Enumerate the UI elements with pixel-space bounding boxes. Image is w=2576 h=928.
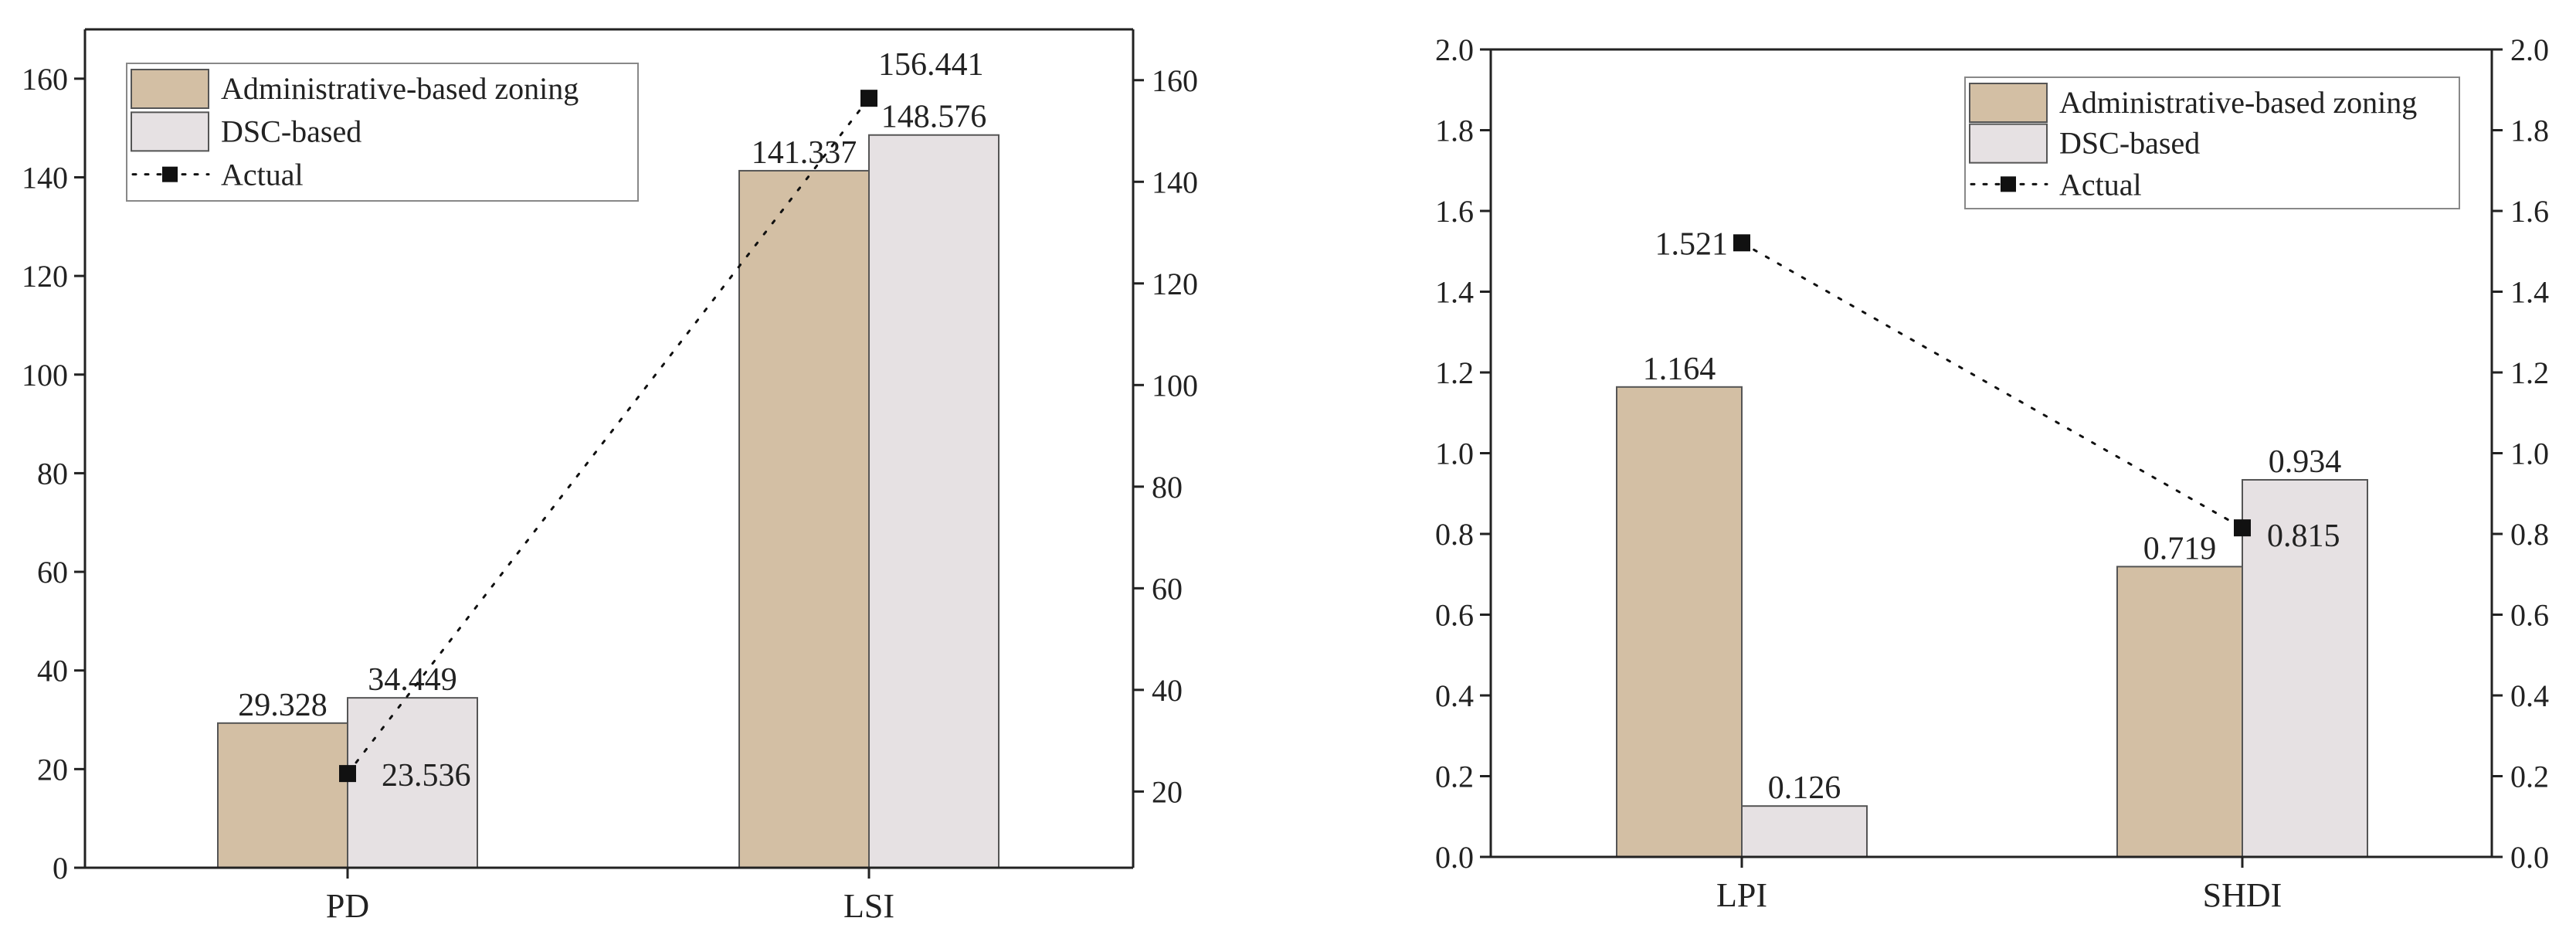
- legend-swatch-admin: [131, 69, 209, 109]
- x-tick-label-lsi: LSI: [843, 887, 894, 925]
- data-label-lsi-dsc: 148.576: [881, 100, 987, 135]
- y-tick-label-right: 0.2: [2510, 760, 2549, 794]
- y-tick-label-right: 1.6: [2510, 194, 2549, 229]
- data-label-pd-dsc: 34.449: [368, 662, 457, 698]
- y-tick-label-right: 1.0: [2510, 437, 2549, 471]
- legend-label-actual: Actual: [221, 158, 304, 192]
- y-tick-label-left: 160: [22, 62, 68, 97]
- data-label-actual-shdi: 0.815: [2267, 518, 2340, 554]
- y-tick-label-right: 1.2: [2510, 355, 2549, 390]
- y-tick-label-right: 80: [1152, 470, 1183, 505]
- y-tick-label-right: 1.4: [2510, 275, 2549, 310]
- y-tick-label-left: 40: [37, 654, 68, 688]
- bar-lpi-dsc: [1741, 805, 1868, 858]
- y-tick-label-right: 60: [1152, 571, 1183, 606]
- bar-lsi-dsc: [868, 134, 1000, 869]
- legend-swatch-actual-marker: [162, 166, 178, 182]
- actual-line: [346, 97, 871, 775]
- legend-swatch-dsc: [131, 111, 209, 152]
- legend-swatch-dsc: [1969, 123, 2048, 164]
- y-tick-label-left: 0.2: [1435, 760, 1474, 794]
- legend-label-admin: Administrative-based zoning: [221, 71, 579, 106]
- bar-pd-admin: [217, 722, 348, 869]
- y-tick-label-left: 0.0: [1435, 840, 1474, 875]
- y-tick-label-left: 0: [53, 851, 68, 886]
- y-tick-label-left: 1.0: [1435, 437, 1474, 471]
- y-tick-label-right: 40: [1152, 673, 1183, 708]
- data-label-actual-lsi: 156.441: [878, 47, 984, 83]
- y-tick-label-left: 140: [22, 160, 68, 195]
- data-label-actual-lpi: 1.521: [1655, 226, 1729, 262]
- y-tick-label-right: 0.6: [2510, 598, 2549, 633]
- chart-left: 0 20 40 60 80 100 120 140 160 20 40 60 80 100 120 140 16…: [22, 28, 1198, 925]
- data-label-lpi-dsc: 0.126: [1768, 770, 1841, 806]
- bar-lsi-admin: [738, 169, 870, 869]
- y-tick-label-left: 1.2: [1435, 355, 1474, 390]
- chart-right: 0.0 0.2 0.4 0.6 0.8 1.0 1.2 1.4 1.6 1.8 2.0 0.0 0.2 0…: [1435, 32, 2549, 914]
- y-tick-label-left: 20: [37, 752, 68, 787]
- y-tick-label-left: 1.6: [1435, 194, 1474, 229]
- actual-point-lpi: [1733, 234, 1750, 252]
- actual-point-shdi: [2234, 519, 2251, 537]
- actual-point-pd: [339, 765, 356, 783]
- data-label-pd-admin: 29.328: [238, 688, 328, 723]
- data-label-lsi-admin: 141.337: [752, 135, 857, 171]
- actual-point-lsi: [860, 90, 877, 107]
- x-tick-label-shdi: SHDI: [2203, 876, 2282, 914]
- legend-swatch-admin: [1969, 83, 2048, 123]
- x-tick-label-pd: PD: [326, 887, 369, 925]
- y-tick-label-right: 100: [1152, 368, 1198, 403]
- y-tick-label-left: 120: [22, 259, 68, 294]
- y-tick-label-left: 100: [22, 358, 68, 393]
- legend-box: [126, 63, 639, 202]
- bar-pd-dsc: [347, 697, 478, 869]
- bar-shdi-admin: [2116, 566, 2243, 858]
- y-tick-label-right: 0.4: [2510, 678, 2549, 713]
- legend-label-admin: Administrative-based zoning: [2059, 85, 2417, 120]
- y-tick-label-right: 2.0: [2510, 32, 2549, 67]
- data-label-lpi-admin: 1.164: [1643, 352, 1716, 387]
- y-tick-label-left: 60: [37, 555, 68, 590]
- x-tick-label-lpi: LPI: [1716, 876, 1767, 914]
- y-tick-label-right: 20: [1152, 774, 1183, 809]
- y-tick-label-left: 2.0: [1435, 32, 1474, 67]
- y-tick-label-left: 1.8: [1435, 114, 1474, 148]
- legend-swatch-actual-marker: [2001, 176, 2016, 192]
- data-label-actual-pd: 23.536: [382, 758, 471, 794]
- y-tick-label-right: 0.0: [2510, 840, 2549, 875]
- data-label-shdi-dsc: 0.934: [2269, 444, 2342, 480]
- y-tick-label-right: 120: [1152, 267, 1198, 301]
- data-label-shdi-admin: 0.719: [2143, 531, 2217, 566]
- y-tick-label-right: 0.8: [2510, 517, 2549, 552]
- y-tick-label-left: 0.6: [1435, 598, 1474, 633]
- y-tick-label-left: 1.4: [1435, 275, 1474, 310]
- y-tick-label-right: 140: [1152, 165, 1198, 199]
- y-tick-label-right: 1.8: [2510, 114, 2549, 148]
- y-tick-label-left: 0.4: [1435, 678, 1474, 713]
- legend-label-dsc: DSC-based: [2059, 126, 2200, 161]
- legend-label-actual: Actual: [2059, 167, 2142, 202]
- actual-line: [1740, 241, 2244, 529]
- legend-label-dsc: DSC-based: [221, 114, 361, 148]
- y-tick-label-left: 80: [37, 456, 68, 491]
- bar-shdi-dsc: [2242, 478, 2368, 858]
- bar-lpi-admin: [1616, 386, 1743, 858]
- y-tick-label-left: 0.8: [1435, 517, 1474, 552]
- y-tick-label-right: 160: [1152, 63, 1198, 98]
